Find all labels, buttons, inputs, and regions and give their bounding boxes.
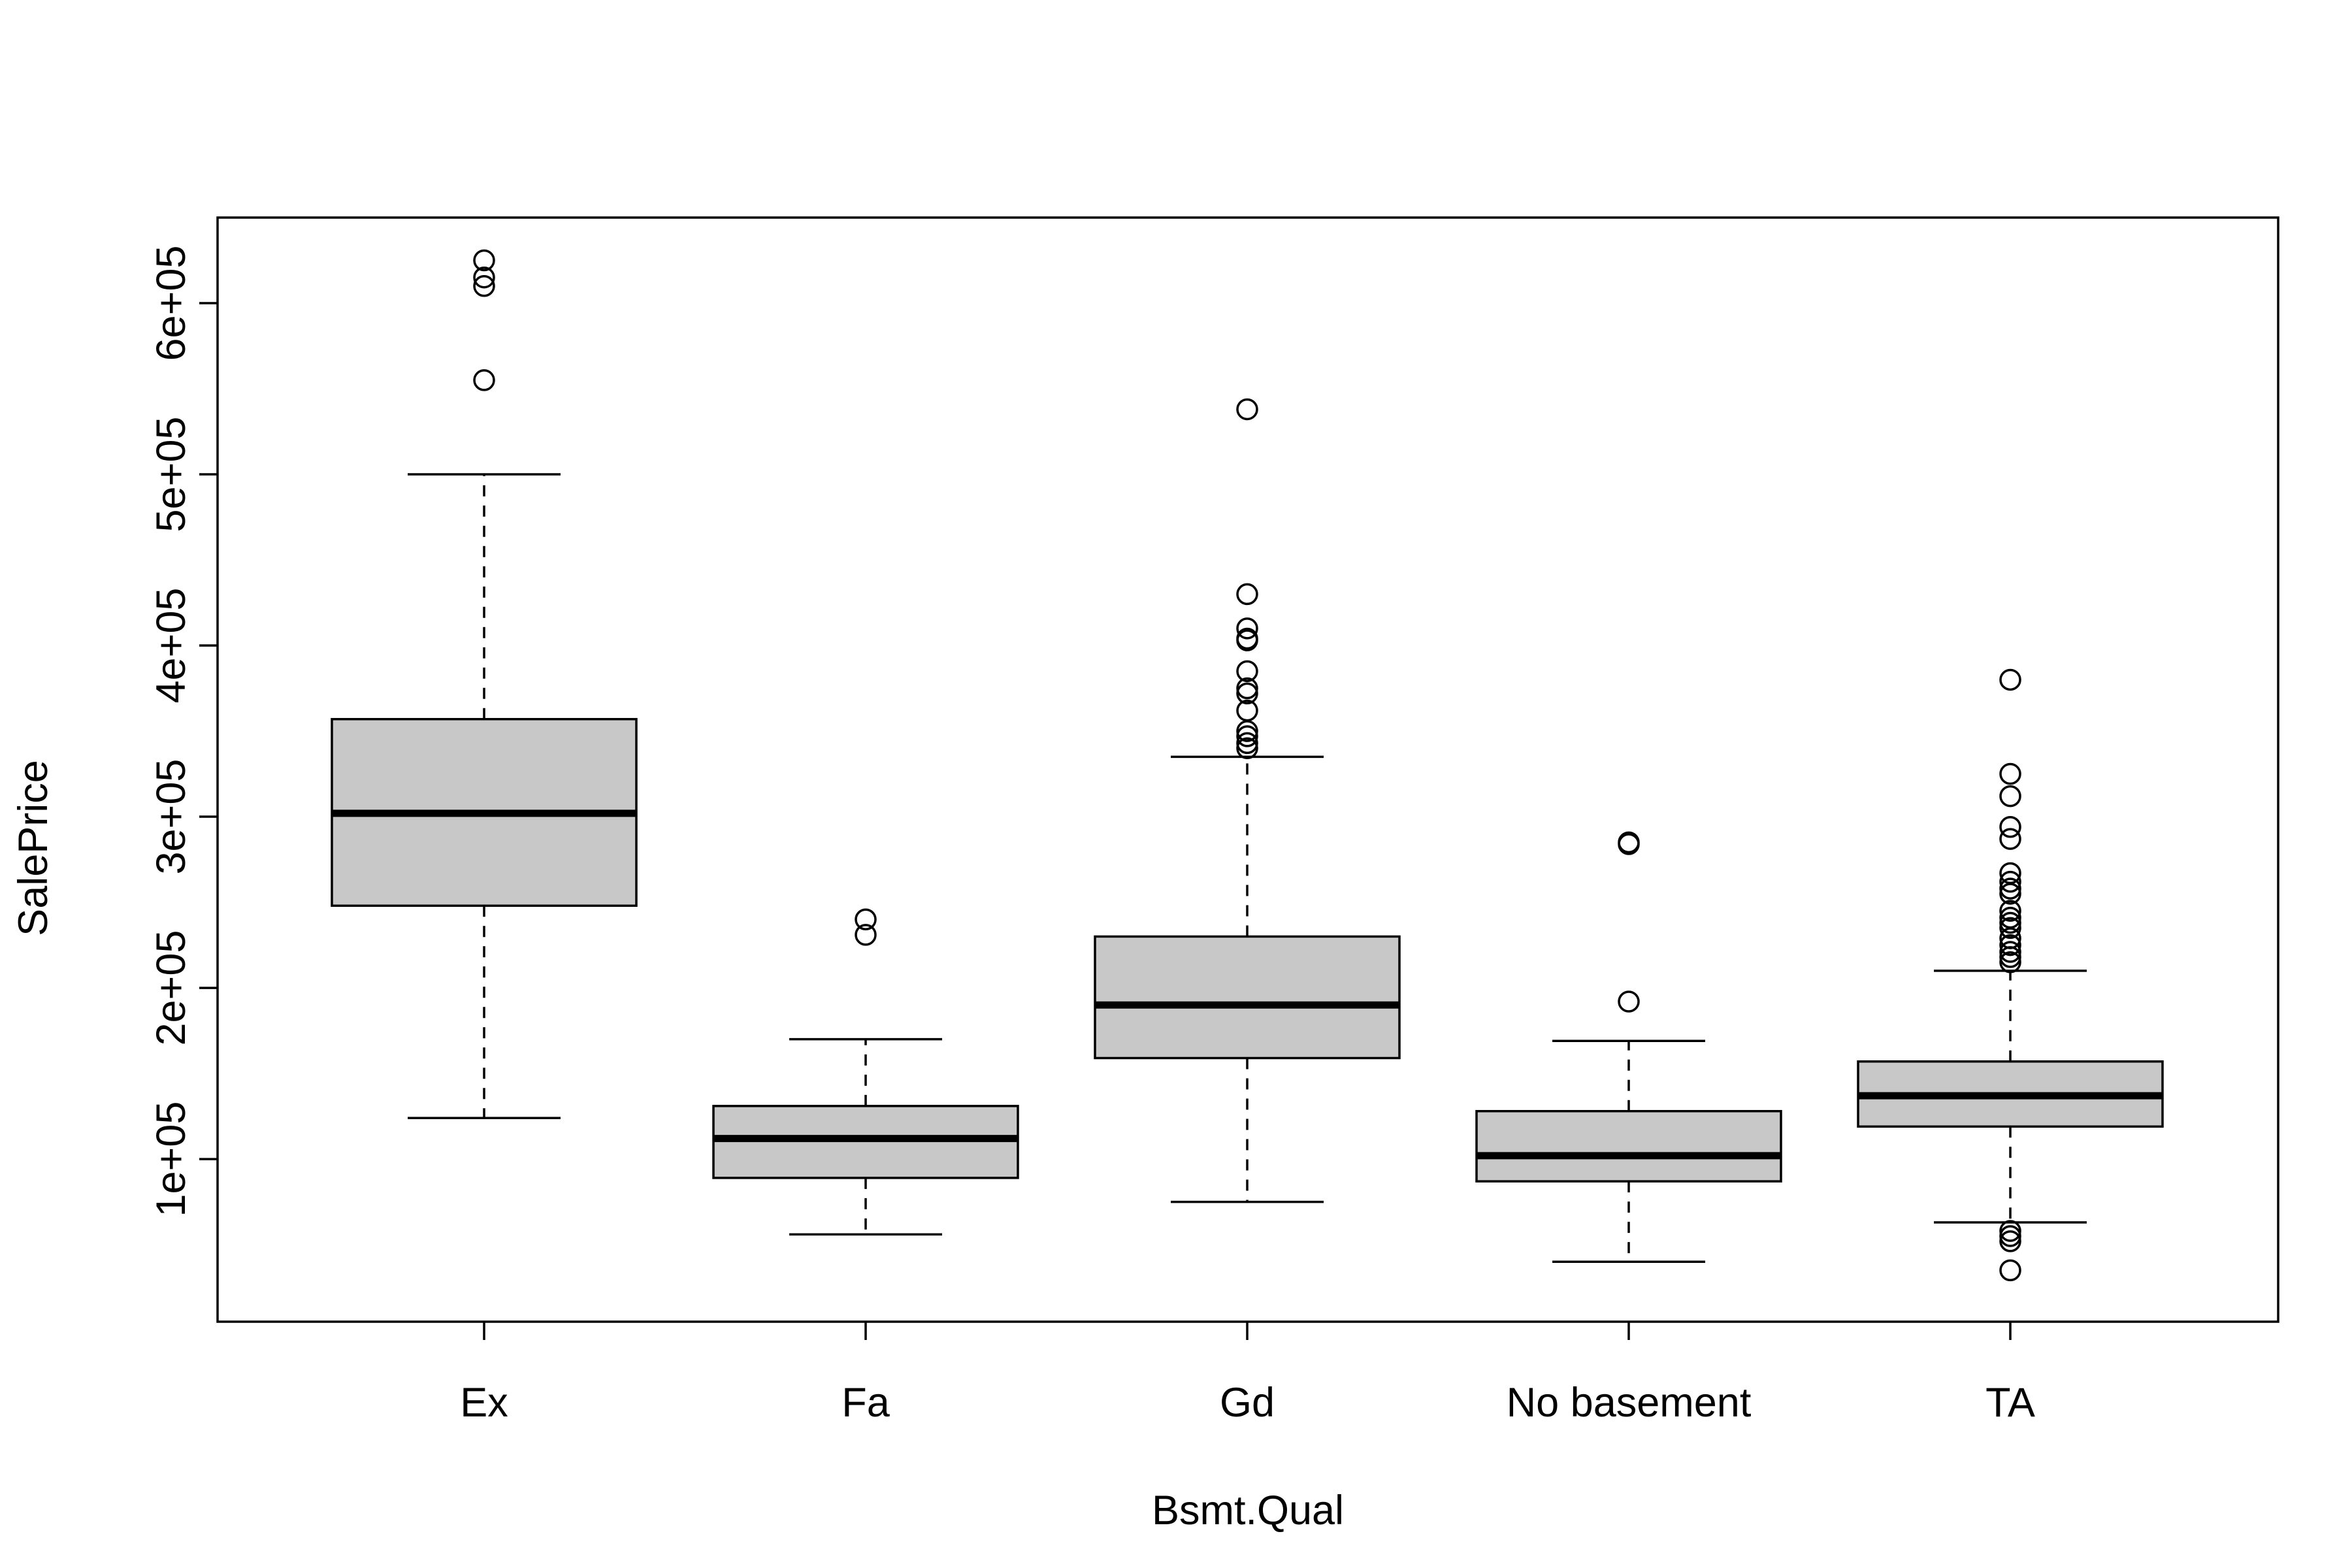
outlier-point bbox=[1999, 900, 2021, 922]
x-tick-label: TA bbox=[1985, 1380, 2035, 1426]
outlier-point bbox=[1999, 877, 2021, 900]
outlier-point bbox=[473, 249, 495, 272]
outlier-point bbox=[1236, 398, 1258, 421]
y-tick-label: 2e+05 bbox=[148, 930, 194, 1046]
outlier-point bbox=[1236, 699, 1258, 722]
outlier-point bbox=[1999, 816, 2021, 838]
y-tick-label: 6e+05 bbox=[148, 246, 194, 361]
iqr-box bbox=[1475, 1109, 1782, 1183]
outlier-point bbox=[473, 275, 495, 297]
iqr-box bbox=[1094, 935, 1401, 1060]
outlier-point bbox=[1999, 828, 2021, 850]
y-tick-label: 4e+05 bbox=[148, 588, 194, 704]
outlier-point bbox=[1236, 660, 1258, 683]
outlier-point bbox=[1999, 941, 2021, 963]
outlier-point bbox=[1999, 917, 2021, 939]
outlier-point bbox=[1999, 1230, 2021, 1252]
outlier-point bbox=[1999, 785, 2021, 808]
outlier-point bbox=[1999, 870, 2021, 893]
x-tick-label: Ex bbox=[460, 1380, 508, 1426]
outlier-point bbox=[1999, 906, 2021, 929]
outlier-point bbox=[1999, 934, 2021, 956]
outlier-point bbox=[1236, 737, 1258, 759]
outlier-point bbox=[855, 908, 877, 931]
outlier-point bbox=[1999, 862, 2021, 885]
outlier-point bbox=[1236, 682, 1258, 705]
x-tick-label: Fa bbox=[841, 1380, 890, 1426]
outlier-point bbox=[1618, 831, 1640, 854]
box-group-ta bbox=[1857, 668, 2164, 1282]
outlier-point bbox=[1236, 627, 1258, 650]
outlier-point bbox=[1999, 668, 2021, 691]
outlier-point bbox=[1618, 990, 1640, 1013]
x-tick-label: Gd bbox=[1220, 1380, 1275, 1426]
outlier-point bbox=[1999, 1220, 2021, 1242]
outlier-point bbox=[1236, 725, 1258, 747]
outlier-point bbox=[473, 369, 495, 391]
outlier-point bbox=[1236, 617, 1258, 640]
x-tick-label: No basement bbox=[1507, 1380, 1752, 1426]
y-tick-label: 5e+05 bbox=[148, 417, 194, 532]
outlier-point bbox=[1999, 951, 2021, 973]
box-group-fa bbox=[712, 908, 1019, 1236]
y-tick-label: 1e+05 bbox=[148, 1102, 194, 1217]
axes-layer: 1e+05 2e+05 3e+05 4e+05 5e+05 6e+05 Ex Fa Gd No b… bbox=[148, 246, 2035, 1426]
outlier-point bbox=[1236, 732, 1258, 755]
outlier-point bbox=[1236, 583, 1258, 606]
box-group-ex bbox=[331, 249, 638, 1119]
outlier-point bbox=[1999, 1259, 2021, 1282]
outlier-point bbox=[473, 266, 495, 289]
boxes-layer bbox=[331, 249, 2164, 1282]
outlier-point bbox=[855, 924, 877, 946]
outlier-point bbox=[1999, 1225, 2021, 1247]
x-axis-title: Bsmt.Qual bbox=[1152, 1488, 1344, 1533]
box-group-gd bbox=[1094, 398, 1401, 1203]
outlier-point bbox=[1999, 911, 2021, 934]
outlier-point bbox=[1236, 677, 1258, 700]
y-axis-title: SalePrice bbox=[10, 760, 56, 936]
outlier-point bbox=[1999, 762, 2021, 785]
box-group-no-basement bbox=[1475, 831, 1782, 1264]
plot-frame bbox=[216, 216, 2279, 1323]
y-tick-label: 3e+05 bbox=[148, 759, 194, 875]
